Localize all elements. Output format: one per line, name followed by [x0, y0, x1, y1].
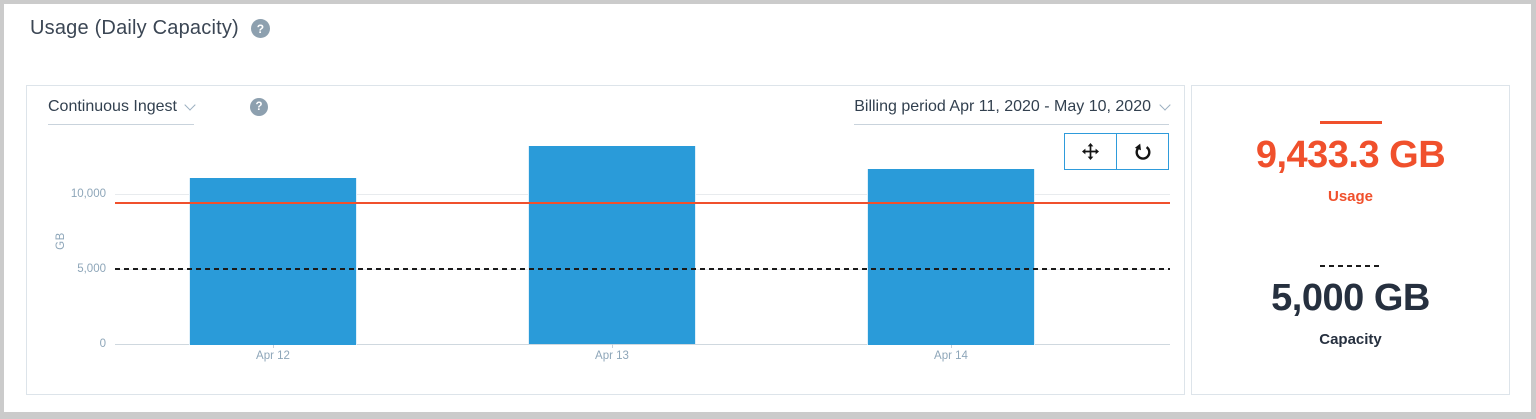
help-icon[interactable]: ? [250, 19, 270, 38]
bar-apr-12[interactable] [189, 178, 357, 345]
x-tick-mark [951, 344, 952, 348]
capacity-value: 5,000 GB [1271, 277, 1430, 319]
bar-apr-13[interactable] [528, 146, 696, 344]
bar-apr-14[interactable] [867, 169, 1035, 345]
x-axis-label: Apr 14 [934, 350, 968, 362]
page-title: Usage (Daily Capacity) [30, 17, 239, 39]
usage-line-swatch [1319, 121, 1382, 124]
capacity-label: Capacity [1319, 331, 1382, 348]
y-tick-label: 0 [99, 338, 106, 350]
y-axis-title-text: GB [55, 231, 67, 250]
capacity-line-swatch [1319, 265, 1382, 267]
y-axis-title: GB [51, 137, 71, 344]
billing-period-label: Billing period Apr 11, 2020 - May 10, 20… [854, 98, 1151, 115]
summary-card: 9,433.3 GB Usage 5,000 GB Capacity [1191, 85, 1510, 395]
x-axis-line [115, 344, 1170, 345]
billing-period-dropdown[interactable]: Billing period Apr 11, 2020 - May 10, 20… [854, 98, 1171, 125]
move-icon [1082, 143, 1099, 160]
x-tick-mark [612, 344, 613, 348]
x-axis-label: Apr 12 [256, 350, 290, 362]
chevron-down-icon [1159, 99, 1171, 111]
x-axis-label: Apr 13 [595, 350, 629, 362]
reset-zoom-button[interactable] [1116, 133, 1169, 170]
y-tick-label: 10,000 [70, 188, 106, 200]
page-header: Usage (Daily Capacity) ? [30, 17, 270, 40]
chart-toolbar [1064, 133, 1169, 170]
dataset-help-icon[interactable]: ? [250, 98, 268, 116]
dataset-dropdown[interactable]: Continuous Ingest [48, 98, 196, 125]
capacity-plot-line [115, 268, 1170, 270]
pan-button[interactable] [1064, 133, 1117, 170]
x-tick-mark [273, 344, 274, 348]
chevron-down-icon [184, 99, 196, 111]
reset-icon [1134, 143, 1150, 160]
usage-value: 9,433.3 GB [1255, 134, 1446, 176]
usage-label: Usage [1327, 188, 1374, 205]
y-tick-label: 5,000 [77, 263, 106, 275]
usage-plot-line [115, 202, 1170, 204]
plot-area: GB 0 5,000 10,000 Apr 12 Apr 13 Apr 14 [55, 137, 1170, 362]
dataset-dropdown-label: Continuous Ingest [48, 98, 177, 115]
chart-card: Continuous Ingest ? Billing period Apr 1… [26, 85, 1185, 395]
